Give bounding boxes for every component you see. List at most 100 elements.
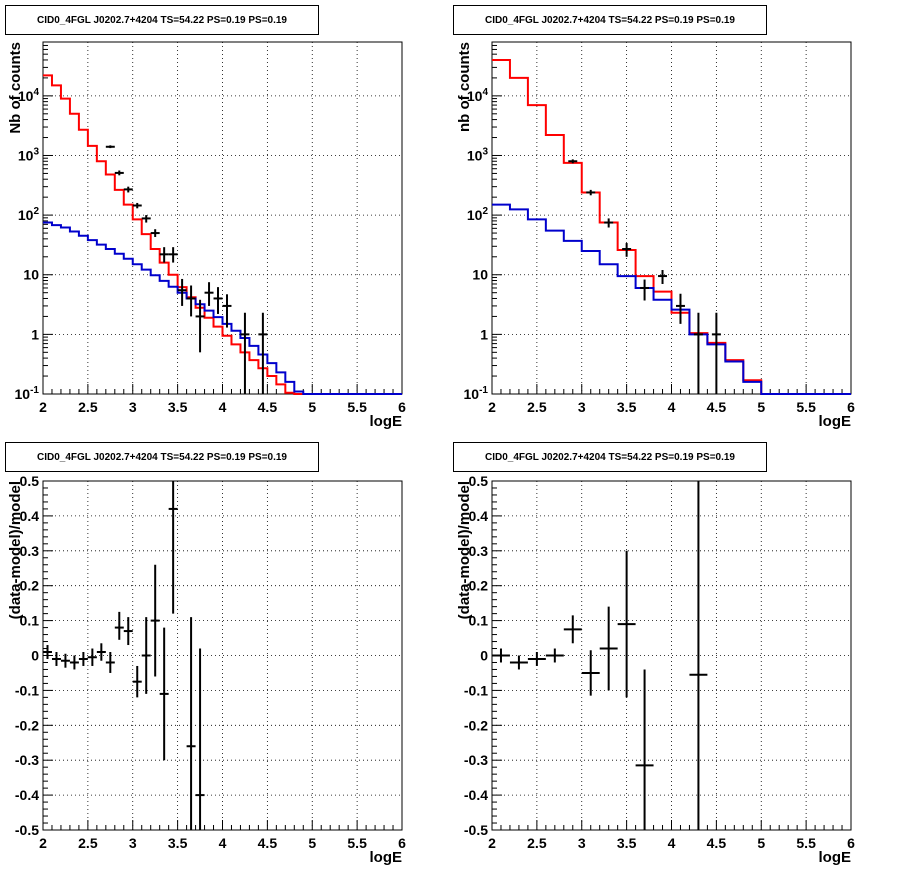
y-axis-label: (data-model)/model [456, 481, 473, 619]
x-tick-label: 4 [668, 835, 676, 851]
data-point [509, 655, 528, 670]
data-point [60, 653, 70, 668]
chart-title: CID0_4FGL J0202.7+4204 TS=54.22 PS=0.19 … [5, 442, 319, 472]
x-axis-label: logE [819, 413, 852, 430]
y-tick-label: 104 [18, 87, 40, 104]
y-tick-label: 0.3 [469, 543, 489, 559]
y-tick-label: -0.2 [464, 717, 488, 733]
data-point [159, 247, 169, 263]
data-point [195, 648, 205, 830]
data-point [78, 652, 88, 666]
data-point [240, 312, 250, 394]
data-point [150, 564, 160, 677]
y-tick-label: 0.2 [20, 578, 40, 594]
x-tick-label: 2.5 [527, 835, 547, 851]
x-tick-label: 5 [757, 835, 765, 851]
data-point [204, 282, 214, 306]
data-point [51, 652, 61, 666]
histogram-series-1 [43, 74, 402, 395]
data-point [141, 215, 151, 223]
x-tick-label: 2 [39, 835, 47, 851]
y-tick-label: 0 [480, 648, 488, 664]
x-tick-label: 4.5 [707, 835, 727, 851]
y-tick-label: 0.4 [20, 508, 40, 524]
data-point [581, 650, 600, 696]
y-tick-label: 10-1 [15, 385, 40, 402]
x-tick-label: 4.5 [258, 835, 278, 851]
x-tick-label: 4 [219, 399, 227, 415]
y-tick-label: 104 [467, 87, 489, 104]
data-point [622, 243, 632, 257]
chart-title: CID0_4FGL J0202.7+4204 TS=54.22 PS=0.19 … [453, 442, 767, 472]
y-tick-label: 0.5 [469, 473, 489, 489]
y-tick-label: 0.4 [469, 508, 489, 524]
x-tick-label: 5 [308, 399, 316, 415]
x-tick-label: 2 [39, 399, 47, 415]
data-point [617, 550, 636, 698]
data-point [69, 655, 79, 670]
data-point [96, 643, 106, 661]
y-tick-label: 102 [467, 206, 489, 223]
x-tick-label: 5 [757, 399, 765, 415]
x-tick-label: 5 [308, 835, 316, 851]
x-tick-label: 3 [578, 835, 586, 851]
x-axis-label: logE [370, 849, 403, 866]
y-tick-label: -0.3 [15, 752, 39, 768]
x-tick-label: 3.5 [168, 399, 188, 415]
data-point [123, 617, 133, 646]
data-point [168, 247, 178, 263]
y-tick-label: 0.3 [20, 543, 40, 559]
y-tick-label: 0.2 [469, 578, 489, 594]
y-tick-label: 102 [18, 206, 40, 223]
x-tick-label: 4 [219, 835, 227, 851]
chart-title: CID0_4FGL J0202.7+4204 TS=54.22 PS=0.19 … [5, 5, 319, 35]
y-tick-label: 1 [480, 326, 488, 342]
data-point [545, 648, 564, 663]
data-point [105, 652, 115, 673]
y-tick-label: 0 [31, 648, 39, 664]
y-tick-label: -0.4 [15, 787, 39, 803]
y-tick-label: -0.1 [464, 682, 488, 698]
data-point [658, 270, 668, 284]
x-tick-label: 2 [488, 399, 496, 415]
data-point [150, 229, 160, 237]
chart-title: CID0_4FGL J0202.7+4204 TS=54.22 PS=0.19 … [453, 5, 767, 35]
data-point [114, 611, 124, 640]
x-tick-label: 2.5 [78, 835, 98, 851]
x-tick-label: 5.5 [796, 399, 816, 415]
data-point [527, 652, 546, 666]
data-point [177, 278, 187, 306]
x-tick-label: 5.5 [796, 835, 816, 851]
data-point [675, 293, 685, 324]
x-tick-label: 5.5 [347, 399, 367, 415]
y-tick-label: -0.2 [15, 717, 39, 733]
data-point [563, 615, 582, 644]
y-tick-label: 10 [23, 267, 39, 283]
y-tick-label: -0.3 [464, 752, 488, 768]
data-point [141, 617, 151, 694]
x-tick-label: 4.5 [707, 399, 727, 415]
data-point [43, 645, 52, 659]
x-tick-label: 6 [398, 399, 406, 415]
x-tick-label: 3.5 [617, 835, 637, 851]
x-tick-label: 4.5 [258, 399, 278, 415]
data-point [568, 159, 578, 164]
y-tick-label: 0.1 [469, 613, 489, 629]
x-tick-label: 6 [847, 399, 855, 415]
x-tick-label: 4 [668, 399, 676, 415]
data-point [159, 627, 169, 761]
x-tick-label: 5.5 [347, 835, 367, 851]
data-point [586, 189, 596, 196]
y-tick-label: -0.5 [464, 822, 488, 838]
x-tick-label: 3 [129, 399, 137, 415]
y-tick-label: -0.4 [464, 787, 488, 803]
data-point [599, 606, 618, 691]
x-tick-label: 3 [578, 399, 586, 415]
data-point [213, 287, 223, 314]
x-tick-label: 2 [488, 835, 496, 851]
y-tick-label: 0.5 [20, 473, 40, 489]
